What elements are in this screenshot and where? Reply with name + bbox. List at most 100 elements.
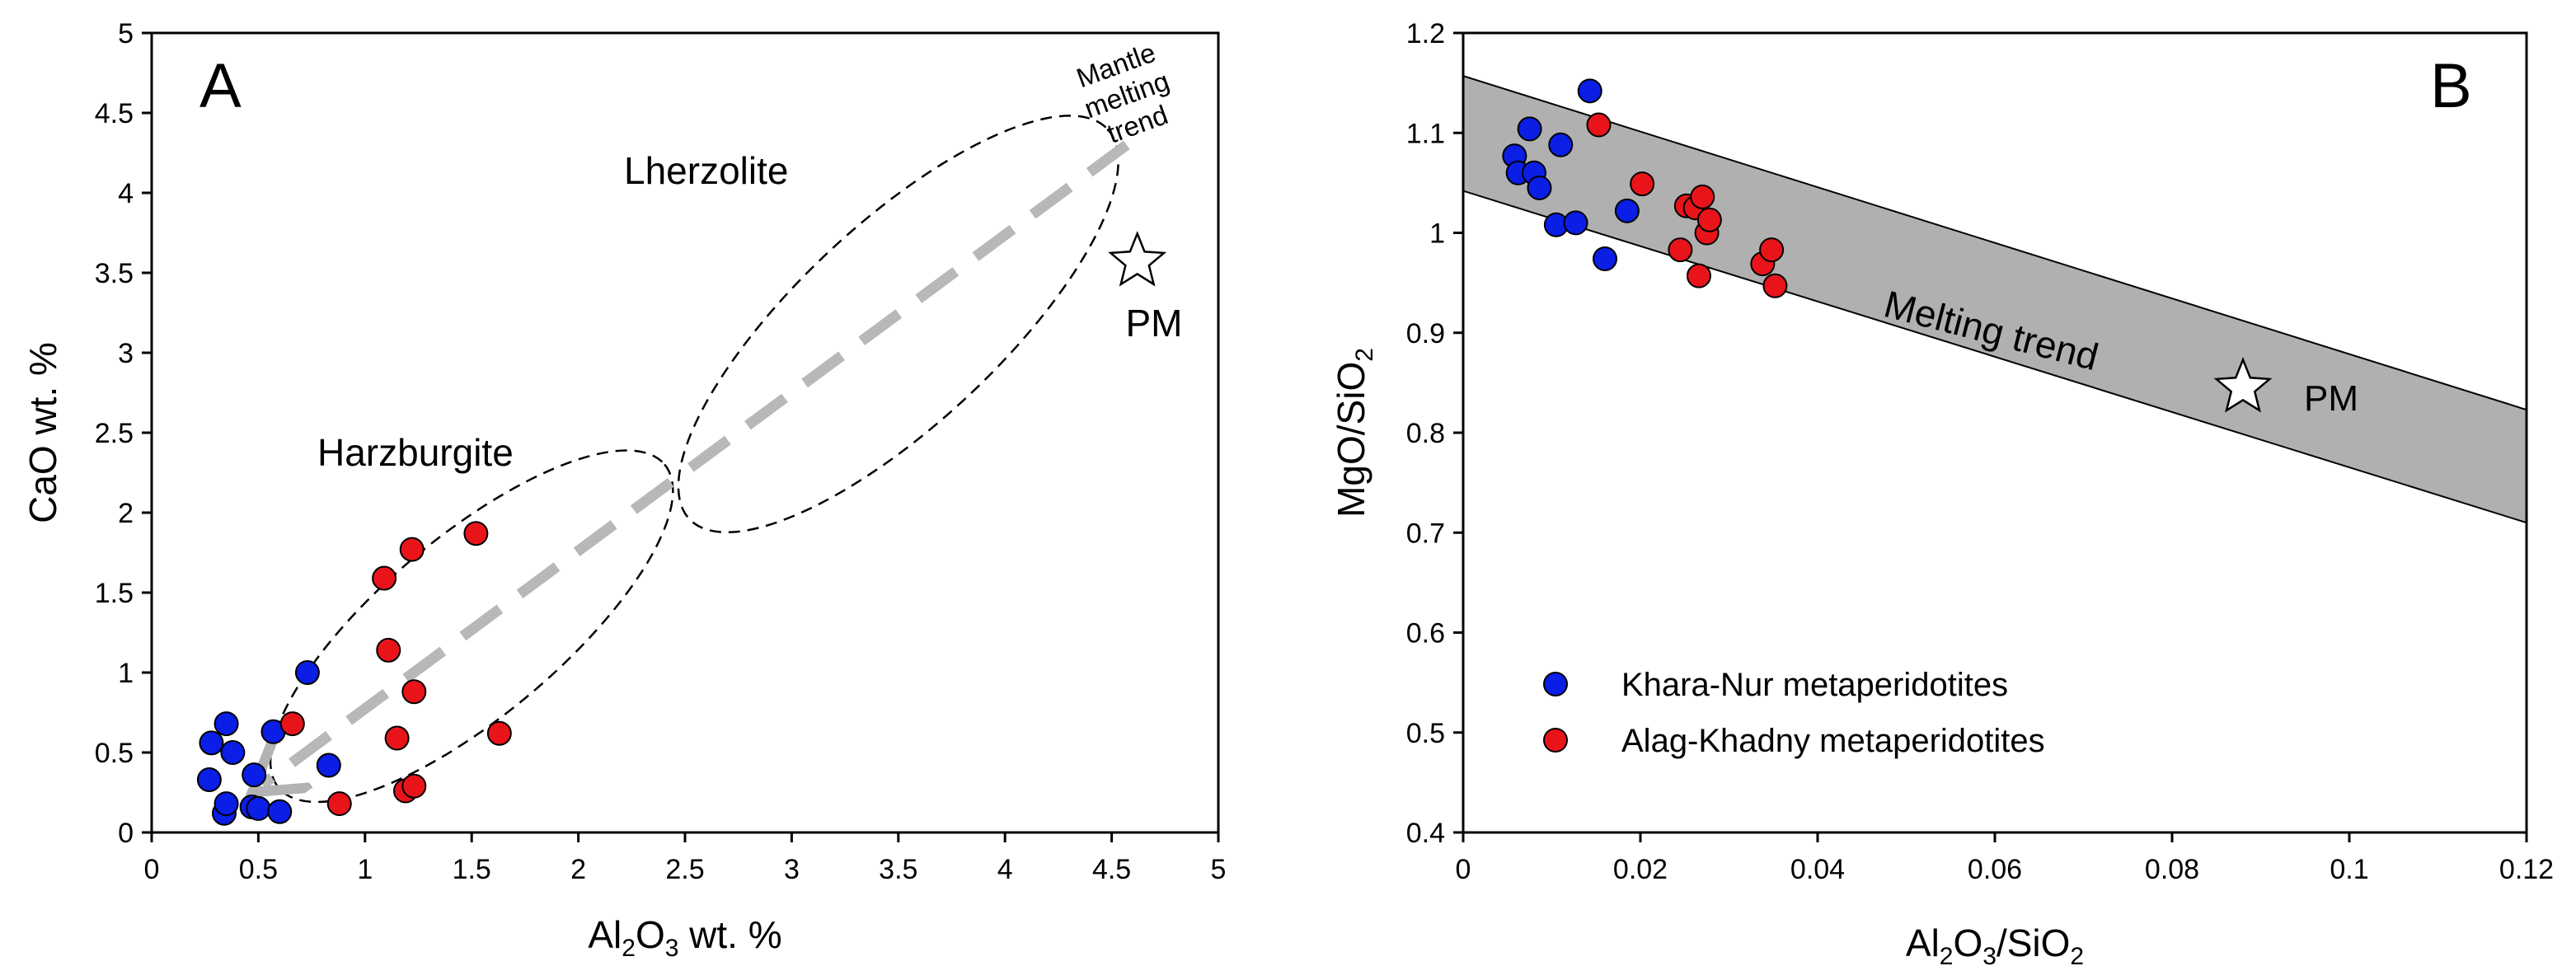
point-khara-nur — [1593, 246, 1617, 272]
harzburgite-label: Harzburgite — [317, 431, 514, 474]
point-khara-nur — [199, 730, 224, 756]
y-tick-label: 3 — [118, 338, 134, 369]
y-tick-label: 0.5 — [1406, 718, 1445, 749]
point-khara-nur — [1548, 132, 1574, 157]
panel-a-chart: 0 0.5 1 1.5 2 2.5 3 3.5 4 4.5 5 0 0.5 1 1.5 2 2.5 3 3.5 4 4… — [21, 18, 1226, 962]
sample-points — [1502, 78, 1788, 298]
point-alag-khadny — [1586, 112, 1612, 138]
x-tick-label: 1.5 — [453, 854, 491, 885]
point-alag-khadny — [401, 773, 427, 799]
rock-fields — [269, 115, 1119, 804]
y-tick-label: 0.8 — [1406, 418, 1445, 449]
x-axis-title: Al2O3 wt. % — [588, 913, 781, 962]
legend-label-khara-nur: Khara-Nur metaperidotites — [1621, 667, 2008, 703]
x-title-sub-2b: 2 — [2070, 943, 2084, 970]
point-alag-khadny — [1668, 237, 1693, 263]
point-alag-khadny — [399, 537, 425, 562]
y-title-main: MgO/SiO — [1330, 362, 1372, 518]
pm-star-marker — [2213, 357, 2273, 413]
x-tick-label: 0.08 — [2145, 854, 2199, 885]
legend-marker-khara-nur — [1543, 672, 1568, 696]
x-title-sub-3: 3 — [1982, 943, 1997, 970]
x-axis-ticks: 0 0.02 0.04 0.06 0.08 0.1 0.12 — [1456, 832, 2554, 885]
pm-label: PM — [2304, 378, 2358, 419]
pm-star-marker — [1108, 231, 1167, 287]
point-khara-nur — [196, 767, 222, 792]
point-khara-nur — [294, 660, 320, 685]
point-alag-khadny — [376, 637, 401, 663]
x-title-al: Al — [588, 913, 622, 956]
legend: Khara-Nur metaperidotites Alag-Khadny me… — [1543, 667, 2045, 759]
y-tick-label: 0.6 — [1406, 618, 1445, 649]
point-khara-nur — [316, 753, 341, 778]
x-tick-label: 0.5 — [239, 854, 278, 885]
y-axis-title: CaO wt. % — [21, 342, 64, 523]
point-alag-khadny — [401, 679, 427, 705]
point-alag-khadny — [384, 725, 410, 751]
point-alag-khadny — [1762, 273, 1788, 298]
x-tick-label: 3 — [784, 854, 800, 885]
lherzolite-label: Lherzolite — [624, 149, 788, 192]
point-khara-nur — [1577, 78, 1602, 104]
panel-b-chart: 0 0.02 0.04 0.06 0.08 0.1 0.12 0.4 0.5 0.6 0.7 0.8… — [1330, 18, 2554, 970]
point-khara-nur — [1614, 198, 1640, 223]
point-alag-khadny — [1686, 263, 1711, 288]
pm-label: PM — [1126, 302, 1183, 345]
panel-label: B — [2430, 51, 2472, 121]
point-khara-nur — [1517, 116, 1542, 142]
point-khara-nur — [246, 795, 271, 821]
point-alag-khadny — [1630, 171, 1655, 197]
x-title-al: Al — [1906, 921, 1940, 964]
x-tick-label: 1 — [357, 854, 373, 885]
y-tick-label: 2.5 — [95, 418, 134, 449]
point-khara-nur — [220, 740, 246, 765]
point-alag-khadny — [463, 521, 489, 546]
x-tick-label: 0 — [1456, 854, 1471, 885]
legend-marker-alag-khadny — [1543, 728, 1568, 753]
x-tick-label: 0.04 — [1790, 854, 1845, 885]
point-alag-khadny — [1690, 184, 1715, 209]
y-tick-label: 1 — [118, 658, 134, 689]
mantle-melting-trend-label: Mantle melting trend — [1072, 37, 1173, 149]
x-tick-label: 5 — [1211, 854, 1227, 885]
x-title-sub-2: 2 — [1940, 943, 1954, 970]
point-khara-nur — [213, 791, 239, 817]
y-tick-label: 2 — [118, 498, 134, 529]
point-khara-nur — [213, 711, 239, 737]
pm-star — [2213, 357, 2273, 413]
legend-label-alag-khadny: Alag-Khadny metaperidotites — [1621, 723, 2045, 759]
x-tick-label: 2 — [570, 854, 586, 885]
point-alag-khadny — [1759, 237, 1785, 263]
x-tick-label: 0.12 — [2499, 854, 2554, 885]
x-tick-label: 3.5 — [879, 854, 917, 885]
y-tick-label: 0.4 — [1406, 818, 1445, 849]
y-tick-label: 1.2 — [1406, 18, 1445, 49]
x-title-o: O — [636, 913, 665, 956]
y-axis-title: MgO/SiO2 — [1330, 348, 1378, 518]
field-harzburgite — [269, 449, 674, 804]
point-khara-nur — [267, 799, 293, 824]
sample-points — [196, 521, 512, 826]
point-alag-khadny — [279, 711, 305, 737]
point-alag-khadny — [326, 791, 352, 817]
y-tick-label: 1 — [1429, 218, 1445, 250]
y-tick-label: 0 — [118, 818, 134, 849]
x-tick-label: 4.5 — [1092, 854, 1131, 885]
field-lherzolite — [677, 115, 1119, 534]
x-tick-label: 0 — [144, 854, 160, 885]
y-tick-label: 5 — [118, 18, 134, 49]
x-axis-title: Al2O3/SiO2 — [1906, 921, 2084, 970]
x-tick-label: 0.06 — [1968, 854, 2022, 885]
panel-label: A — [199, 51, 242, 121]
x-tick-label: 0.1 — [2330, 854, 2368, 885]
melting-trend-band — [1463, 75, 2527, 524]
x-axis-ticks: 0 0.5 1 1.5 2 2.5 3 3.5 4 4.5 5 — [144, 832, 1227, 885]
point-khara-nur — [1563, 210, 1588, 236]
y-tick-label: 3.5 — [95, 258, 134, 289]
pm-star — [1108, 231, 1167, 287]
x-tick-label: 2.5 — [665, 854, 704, 885]
y-tick-label: 4.5 — [95, 98, 134, 129]
x-title-tail: /SiO — [1997, 921, 2070, 964]
point-khara-nur — [242, 762, 267, 788]
